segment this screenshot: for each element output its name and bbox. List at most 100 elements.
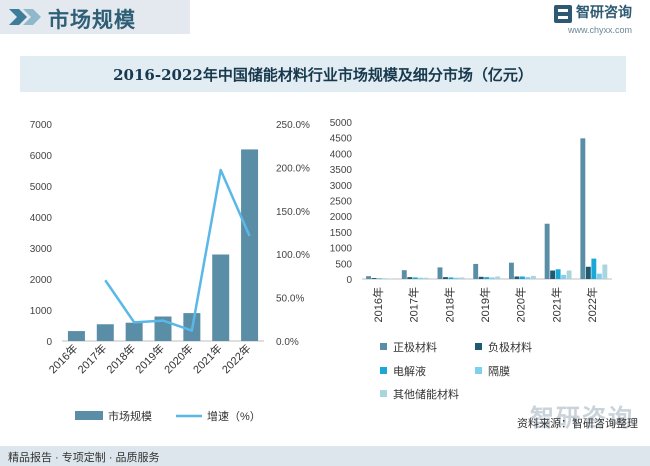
segment-bar-0 [580, 138, 586, 279]
growth-rate-line [104, 168, 251, 332]
right-chart-y-tick-label: 500 [335, 259, 352, 270]
segment-bar-1 [407, 277, 413, 279]
segment-bar-3 [596, 273, 602, 279]
left-axis-tick-label: 1000 [30, 306, 53, 317]
legend-label-segment: 隔膜 [488, 365, 510, 378]
page-title: 市场规模 [48, 9, 136, 32]
right-chart-y-tick-label: 2500 [330, 197, 353, 208]
segment-bar-4 [530, 275, 536, 279]
right-chart-y-tick-label: 3000 [330, 181, 353, 192]
right-chart-y-tick-label: 1500 [330, 228, 353, 239]
segment-bar-2 [591, 258, 597, 279]
footer: 精品报告 · 专项定制 · 品质服务 [0, 446, 650, 466]
segment-bar-0 [366, 276, 372, 279]
right-chart-y-tick-label: 1000 [330, 244, 353, 255]
segment-bar-3 [382, 278, 388, 279]
chart-title: 2016-2022年中国储能材料行业市场规模及细分市场（亿元） [113, 66, 533, 84]
segment-bar-1 [478, 276, 484, 279]
segment-bar-3 [454, 277, 459, 279]
left-chart-x-tick-label: 2020年 [161, 341, 196, 376]
market-size-bar [212, 254, 230, 341]
left-chart-x-tick-label: 2017年 [74, 341, 109, 376]
left-chart-x-tick-label: 2022年 [219, 341, 254, 376]
right-axis-tick-label: 200.0% [276, 163, 310, 174]
segment-bar-1 [585, 266, 591, 279]
legend-label-segment: 其他储能材料 [393, 387, 459, 401]
header-bar: 市场规模 [0, 0, 190, 34]
right-axis-tick-label: 0.0% [276, 337, 299, 348]
legend-swatch-segment [475, 367, 482, 374]
watermark-text: 智研咨询 [530, 405, 634, 432]
segment-bar-2 [377, 278, 383, 279]
chart-title-box: 2016-2022年中国储能材料行业市场规模及细分市场（亿元） [20, 56, 626, 92]
legend-swatch-segment [380, 367, 387, 374]
left-axis-tick-label: 2000 [30, 275, 53, 286]
segment-bar-3 [525, 277, 531, 279]
segment-bar-2 [555, 269, 561, 279]
segment-bar-0 [437, 267, 443, 279]
segment-bar-2 [484, 277, 490, 279]
left-axis-tick-label: 5000 [30, 182, 53, 193]
legend-label-growth: 增速（%） [207, 409, 261, 423]
segment-bar-0 [508, 262, 514, 279]
segment-bar-2 [519, 276, 525, 279]
legend-swatch-segment [380, 343, 387, 350]
right-chart-x-tick-label: 2016年 [371, 287, 385, 322]
right-axis-tick-label: 50.0% [276, 294, 304, 305]
left-chart-x-tick-label: 2021年 [190, 341, 225, 376]
right-chart-y-tick-label: 4000 [330, 149, 353, 160]
segment-bar-1 [371, 278, 377, 279]
segment-bar-4 [602, 264, 608, 279]
logo-name: 智研咨询 [576, 4, 632, 20]
legend-swatch-segment [380, 390, 387, 397]
header: 市场规模 智研咨询 www.chyxx.com [0, 0, 650, 36]
segment-bar-3 [561, 274, 567, 279]
right-chart-x-tick-label: 2021年 [549, 287, 563, 322]
legend-label-market-size: 市场规模 [108, 409, 152, 423]
left-chart-x-tick-label: 2019年 [132, 341, 167, 376]
market-size-bar [241, 149, 259, 341]
brand-logo-icon [554, 5, 572, 23]
right-chart-y-tick-label: 2000 [330, 212, 353, 223]
left-axis-tick-label: 7000 [30, 120, 53, 131]
right-axis-tick-label: 150.0% [276, 207, 310, 218]
logo: 智研咨询 [554, 2, 632, 23]
source-note: 资料来源：智研咨询整理 [517, 418, 638, 430]
segment-bar-4 [566, 270, 572, 279]
left-axis-tick-label: 4000 [30, 213, 53, 224]
right-chart-y-tick-label: 3500 [330, 165, 353, 176]
segment-bar-4 [495, 276, 501, 279]
right-chart-x-tick-label: 2018年 [442, 287, 456, 322]
segment-bar-4 [423, 277, 429, 279]
right-chart-y-tick-label: 0 [346, 275, 352, 286]
market-size-bar [125, 322, 143, 341]
right-chart-x-tick-label: 2022年 [585, 287, 599, 322]
legend-label-segment: 负极材料 [488, 340, 532, 354]
segment-bar-0 [473, 263, 479, 279]
segment-bar-0 [544, 223, 550, 279]
segment-bar-3 [418, 277, 424, 279]
segment-bar-3 [489, 277, 495, 279]
segment-bar-1 [550, 270, 556, 279]
segment-bar-4 [459, 277, 465, 279]
right-chart-y-tick-label: 4500 [330, 134, 353, 145]
market-size-bar [67, 331, 85, 341]
legend-swatch-segment [475, 343, 482, 350]
legend-label-segment: 电解液 [393, 364, 426, 378]
right-chart-y-tick-label: 5000 [330, 118, 353, 129]
market-size-bar [96, 324, 114, 341]
legend-label-segment: 正极材料 [393, 340, 437, 354]
legend-swatch-market-size [75, 411, 103, 420]
left-chart-x-tick-label: 2018年 [103, 341, 138, 376]
right-chart-x-tick-label: 2020年 [514, 287, 528, 322]
right-chart-x-tick-label: 2019年 [478, 287, 492, 322]
right-axis-tick-label: 250.0% [276, 120, 310, 131]
right-chart-x-tick-label: 2017年 [407, 287, 421, 322]
segment-bar-1 [514, 276, 520, 279]
segment-bar-2 [448, 277, 454, 279]
left-axis-tick-label: 6000 [30, 151, 53, 162]
segment-bar-0 [401, 270, 407, 279]
footer-slogan: 精品报告 · 专项定制 · 品质服务 [8, 452, 160, 464]
watermark: 智研咨询 [530, 398, 634, 433]
